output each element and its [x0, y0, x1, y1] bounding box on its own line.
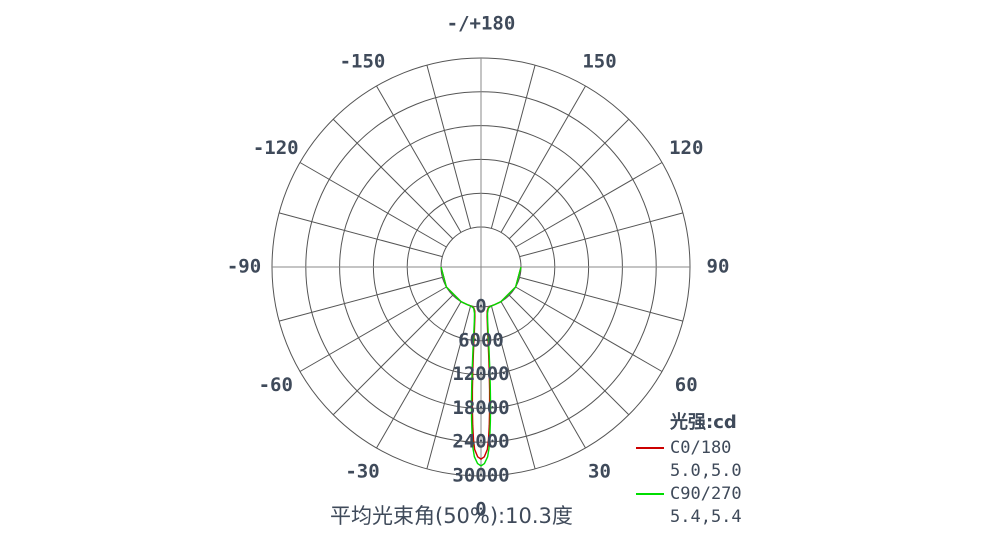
- curve-layer: [440, 266, 522, 467]
- radial-tick-label: 6000: [458, 329, 504, 351]
- beam-angle-caption: 平均光束角(50%):10.3度: [330, 504, 573, 528]
- legend-label-c0-180: C0/180: [670, 438, 732, 458]
- legend-title: 光强:cd: [670, 412, 737, 433]
- angle-tick-labels: 0 30 60 90 120 150 -/+180 -150 -120 -90 -60 -30: [227, 13, 730, 521]
- angle-tick-label: -90: [227, 256, 261, 278]
- radial-tick-label: 18000: [452, 397, 509, 419]
- radial-tick-label: 0: [475, 296, 486, 318]
- angle-tick-label: 150: [582, 50, 616, 72]
- angle-tick-label: -60: [259, 374, 293, 396]
- legend-row-c90-270: C90/270: [636, 483, 846, 505]
- legend-swatch-c0-180: [636, 447, 664, 449]
- angle-tick-label: -30: [345, 461, 379, 483]
- angle-tick-label: 0: [475, 499, 486, 521]
- grid-layer: [271, 57, 691, 477]
- legend: 光强:cd C0/180 5.0,5.0 C90/270 5.4,5.4: [636, 408, 846, 529]
- legend-row-c0-180: C0/180: [636, 437, 846, 459]
- angle-tick-label: 30: [588, 461, 611, 483]
- legend-values-c90-270: 5.4,5.4: [670, 507, 742, 527]
- radial-tick-labels: 0 6000 12000 18000 24000 30000: [452, 296, 509, 487]
- legend-values-c0-180: 5.0,5.0: [670, 461, 742, 481]
- legend-label-c90-270: C90/270: [670, 484, 742, 504]
- angle-tick-label: 120: [669, 137, 703, 159]
- angle-tick-label: -120: [253, 137, 299, 159]
- radial-tick-label: 12000: [452, 363, 509, 385]
- angle-tick-label: 90: [707, 256, 730, 278]
- angle-tick-label: -150: [340, 50, 386, 72]
- angle-tick-label: -/+180: [447, 13, 516, 35]
- angle-tick-label: 60: [675, 374, 698, 396]
- radial-tick-label: 24000: [452, 431, 509, 453]
- legend-swatch-c90-270: [636, 493, 664, 495]
- radial-tick-label: 30000: [452, 465, 509, 487]
